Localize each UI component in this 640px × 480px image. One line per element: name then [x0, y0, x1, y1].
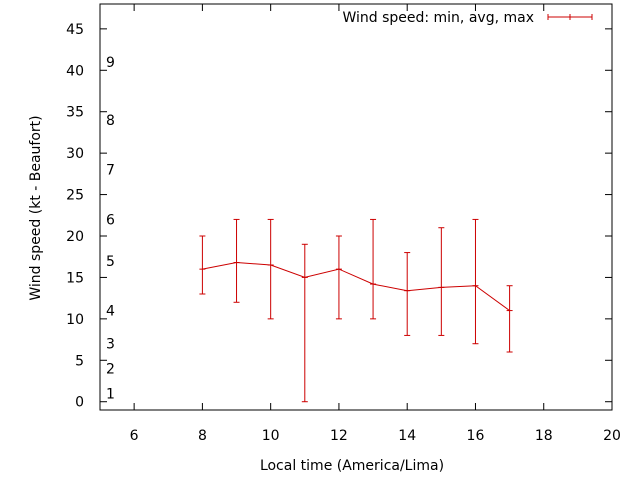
- x-tick-label: 12: [330, 428, 348, 444]
- y-tick-label: 40: [66, 63, 84, 79]
- beaufort-label: 9: [106, 55, 115, 71]
- beaufort-label: 4: [106, 304, 115, 320]
- beaufort-label: 1: [106, 386, 115, 402]
- y-tick-label: 45: [66, 22, 84, 38]
- y-tick-label: 25: [66, 188, 84, 204]
- x-tick-label: 10: [262, 428, 280, 444]
- x-axis-label: Local time (America/Lima): [260, 458, 444, 474]
- beaufort-label: 5: [106, 254, 115, 270]
- y-tick-label: 30: [66, 146, 84, 162]
- beaufort-label: 6: [106, 212, 115, 228]
- y-axis-label: Wind speed (kt - Beaufort): [28, 115, 44, 300]
- legend-entry-label: Wind speed: min, avg, max: [342, 10, 534, 26]
- x-tick-label: 8: [198, 428, 207, 444]
- y-tick-label: 15: [66, 270, 84, 286]
- beaufort-label: 7: [106, 163, 115, 179]
- y-tick-label: 0: [75, 395, 84, 411]
- y-tick-label: 5: [75, 353, 84, 369]
- series-layer: [199, 218, 513, 403]
- beaufort-label: 8: [106, 113, 115, 129]
- beaufort-label: 2: [106, 362, 115, 378]
- x-tick-label: 16: [467, 428, 485, 444]
- plot-frame: [99, 3, 613, 411]
- axis-layer: 6 8 10 12 14 16 18 2005101520253035404512345678…: [66, 4, 621, 444]
- x-tick-label: 18: [535, 428, 553, 444]
- x-tick-label: 20: [603, 428, 621, 444]
- y-tick-label: 10: [66, 312, 84, 328]
- y-tick-label: 35: [66, 105, 84, 121]
- legend-sample: [547, 14, 593, 20]
- legend: Wind speed: min, avg, max: [342, 10, 593, 26]
- beaufort-label: 3: [106, 337, 115, 353]
- series-line: [202, 261, 510, 312]
- x-tick-label: 14: [398, 428, 416, 444]
- y-tick-label: 20: [66, 229, 84, 245]
- x-tick-label: 6: [130, 428, 139, 444]
